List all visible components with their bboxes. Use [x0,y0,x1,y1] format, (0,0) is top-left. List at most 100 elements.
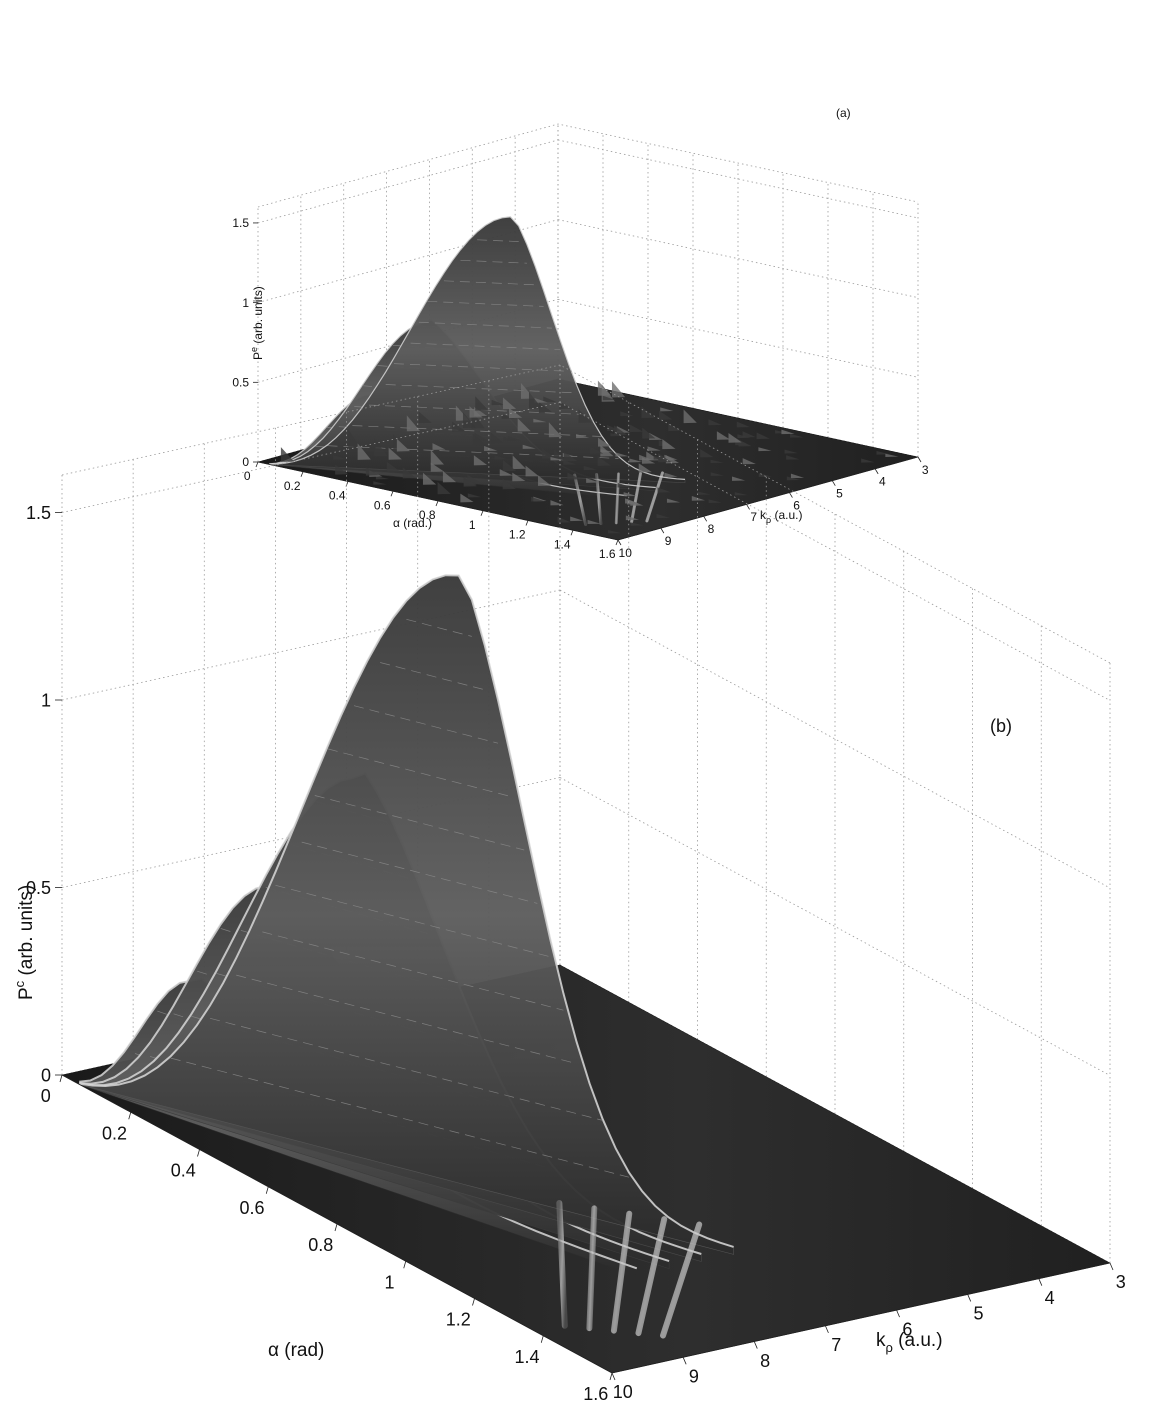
panel-a-ticks: 0 0.2 0.4 0.6 0.8 1 1.2 1.4 1.6 10 9 8 7 6 5 4 3 0 0.5 1 1.5 [232,216,929,561]
tick-label-k-5: 5 [974,1304,984,1324]
panel-a-ylabel: kρ (a.u.) [760,508,802,525]
tick-label-k-2: 8 [760,1351,770,1371]
surface-texture-102 [710,459,724,464]
tick-label-alpha-6: 1.2 [509,528,526,542]
surface-streak-4 [659,1221,703,1339]
grid-line-z-left-3 [257,139,559,224]
panel-a-zlabel: Pe (arb. units) [249,286,265,360]
surface-texture-141 [586,478,600,483]
surface-texture-75 [758,473,772,477]
surface-texture-91 [467,493,482,498]
surface-contour-3-3 [236,974,577,1064]
tick-alpha-0 [59,1074,63,1083]
tick-label-alpha-3: 0.6 [374,498,391,512]
tick-alpha-4 [435,500,439,507]
surface-texture-126 [876,450,890,455]
surface-texture-111 [280,447,295,462]
surface-texture-147 [742,458,756,465]
surface-texture-144 [442,470,457,483]
surface-texture-32 [784,449,798,454]
surface-texture-152 [781,429,795,435]
surface-texture-11 [386,461,401,472]
grid-top-edge [257,123,919,208]
tick-alpha-5 [480,510,484,516]
tick-label-alpha-4: 0.8 [419,508,436,522]
tick-label-k-1: 9 [665,534,672,548]
surface-texture-80 [567,472,581,480]
panel-b-zlabel-base: P [16,987,37,1000]
surface-texture-18 [430,449,444,465]
surface-texture-157 [365,467,380,476]
panel-b-xlabel: α (rad) [268,1340,324,1361]
panel-b-zlabel-rest: (arb. units) [16,885,37,981]
surface-texture-149 [357,443,371,460]
panel-a-surface [257,216,919,541]
panel-a-label: (a) [836,106,851,120]
tick-label-alpha-7: 1.4 [554,537,571,551]
surface-streak-4 [645,471,664,523]
panel-b-zlabel: Pc (arb. units) [12,885,37,1000]
surface-contour-2-2 [352,425,602,437]
grid-line-z-right-1 [559,777,1111,1076]
tick-alpha-8 [615,539,619,546]
surface-texture-7 [542,448,556,459]
tick-k-7 [917,456,922,463]
panel-b-ylabel-base: k [876,1330,886,1351]
tick-label-k-6: 4 [879,475,886,489]
surface-texture-148 [528,392,543,409]
tick-alpha-2 [345,481,349,487]
surface-texture-44 [460,493,474,503]
tick-k-0 [611,1372,616,1381]
surface-texture-109 [494,455,508,460]
surface-texture-110 [659,410,673,420]
tick-alpha-5 [403,1261,407,1269]
tick-alpha-7 [540,1335,544,1343]
surface-contour-3-7 [314,795,525,851]
tick-label-z-2: 1 [242,296,249,310]
tick-label-alpha-2: 0.4 [171,1161,196,1181]
panel-b-label: (b) [990,716,1012,736]
grid-top-edge [61,364,1111,664]
panel-a-xlabel: α (rad.) [393,516,432,530]
surface-contour-2-6 [410,342,561,351]
tick-label-alpha-8: 1.6 [583,1384,608,1404]
surface-texture-22 [375,476,390,480]
panel-a-ylabel-base: k [760,508,767,522]
surface-texture-33 [742,431,756,438]
tick-k-2 [703,516,708,522]
surface-texture-39 [598,437,612,447]
surface-streak-2 [614,472,621,525]
surface-texture-140 [503,436,517,441]
surface-texture-100 [462,412,477,429]
axis-k-line [617,456,919,541]
surface-texture-58 [553,449,568,462]
surface-texture-16 [467,474,481,483]
tick-label-alpha-5: 1 [385,1272,395,1292]
tick-label-z-3: 1.5 [232,216,249,230]
surface-texture-136 [534,397,548,403]
surface-streak-3 [635,1216,668,1337]
tick-label-z-1: 0.5 [232,376,249,390]
tick-k-6 [874,468,879,475]
tick-label-k-7: 3 [922,463,929,477]
tick-k-0 [617,539,622,546]
surface-texture-40 [615,452,629,457]
surface-texture-19 [625,515,640,521]
surface-texture-137 [522,444,536,449]
surface-texture-99 [623,492,637,497]
surface-texture-104 [502,459,517,472]
tick-k-2 [753,1341,758,1349]
surface-texture-41 [638,463,652,473]
surface-texture-42 [437,481,451,495]
surface-texture-83 [512,455,526,470]
tick-k-1 [660,527,665,534]
panel-b-zlabel-sup: c [12,980,27,987]
panel-a-ylabel-sub: ρ [766,515,771,525]
tick-alpha-1 [128,1112,132,1120]
surface-texture-142 [550,500,564,506]
surface-texture-95 [666,498,681,503]
tick-label-z-1: 0.5 [26,878,51,898]
surface-contour-3-9 [353,705,499,744]
tick-label-k-4: 6 [902,1319,912,1339]
grid-line-z-right-3 [557,139,919,219]
